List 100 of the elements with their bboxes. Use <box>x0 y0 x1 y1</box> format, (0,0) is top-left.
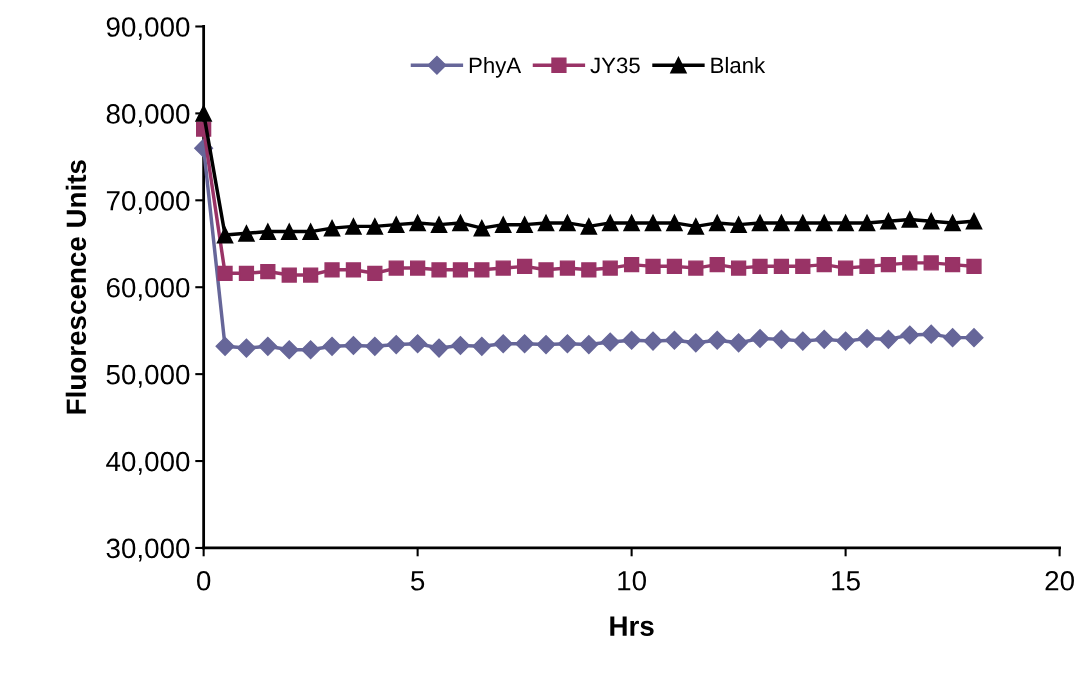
point <box>664 330 684 350</box>
point <box>601 214 619 232</box>
point <box>793 331 813 351</box>
point <box>343 335 363 355</box>
point <box>837 214 854 232</box>
point <box>752 258 768 274</box>
point <box>622 330 642 350</box>
point <box>600 332 620 352</box>
point <box>474 262 490 278</box>
point <box>302 223 319 240</box>
point <box>322 336 342 356</box>
x-tick-label: 20 <box>1045 570 1074 591</box>
point <box>472 336 492 356</box>
point <box>795 258 811 274</box>
point <box>236 338 256 358</box>
point <box>280 223 298 240</box>
point <box>538 262 554 278</box>
point <box>900 325 920 345</box>
point <box>902 255 918 271</box>
point <box>709 256 725 273</box>
point <box>215 336 235 356</box>
point <box>707 330 727 350</box>
point <box>537 214 555 232</box>
point <box>922 212 940 230</box>
point <box>386 335 406 355</box>
point <box>387 216 405 233</box>
point <box>687 218 705 235</box>
point <box>750 328 770 349</box>
point <box>281 267 297 283</box>
point <box>751 214 769 232</box>
point <box>730 216 747 233</box>
point <box>729 333 749 353</box>
point <box>408 334 428 354</box>
point <box>944 214 961 232</box>
point <box>430 216 448 233</box>
x-axis-title: Hrs <box>610 616 654 636</box>
point <box>366 218 384 235</box>
point <box>816 256 832 273</box>
point <box>431 262 447 278</box>
point <box>559 260 576 276</box>
point <box>216 226 234 244</box>
point <box>965 212 983 230</box>
point <box>409 214 426 232</box>
point <box>473 219 491 237</box>
y-tick-label: 60,000 <box>106 277 190 301</box>
point <box>580 218 598 235</box>
point <box>493 334 513 354</box>
point <box>260 263 276 280</box>
legend-label: Blank <box>711 56 766 74</box>
point <box>623 214 640 232</box>
point <box>964 328 984 348</box>
y-tick-label: 50,000 <box>106 364 190 388</box>
point <box>301 340 321 360</box>
y-tick-label: 90,000 <box>106 17 190 41</box>
point <box>666 214 683 232</box>
legend-label: PhyA <box>469 56 522 78</box>
point <box>815 214 833 232</box>
point <box>365 336 385 356</box>
legend-label: JY35 <box>590 57 640 74</box>
point <box>814 329 834 349</box>
point <box>921 324 941 344</box>
point <box>345 218 362 235</box>
point <box>730 260 747 276</box>
point <box>837 260 854 276</box>
point <box>645 258 661 274</box>
point <box>217 265 233 281</box>
point <box>324 262 340 278</box>
point <box>859 258 875 274</box>
point <box>773 258 790 274</box>
point <box>258 336 278 356</box>
point <box>516 258 533 274</box>
point <box>515 334 535 354</box>
y-tick-label: 40,000 <box>106 451 190 475</box>
x-tick-label: 0 <box>197 570 211 591</box>
point <box>452 262 469 278</box>
point <box>688 260 704 276</box>
point <box>858 214 876 232</box>
point <box>666 258 683 274</box>
point <box>686 333 706 353</box>
point <box>495 260 511 276</box>
point <box>836 331 856 351</box>
point <box>602 260 618 276</box>
point <box>559 214 576 232</box>
point <box>644 214 662 232</box>
point <box>880 256 897 273</box>
point <box>429 338 449 358</box>
y-tick-label: 30,000 <box>106 538 190 562</box>
y-axis-title: Fluorescence Units <box>65 160 87 414</box>
point <box>643 331 663 351</box>
point <box>880 212 897 230</box>
y-tick-label: 70,000 <box>106 190 190 214</box>
point <box>259 223 277 240</box>
point <box>794 214 812 232</box>
point <box>878 329 898 349</box>
point <box>450 335 470 355</box>
point <box>238 265 255 281</box>
point <box>944 256 961 273</box>
point <box>494 216 512 233</box>
x-tick-label: 15 <box>832 571 860 591</box>
point <box>943 328 963 348</box>
